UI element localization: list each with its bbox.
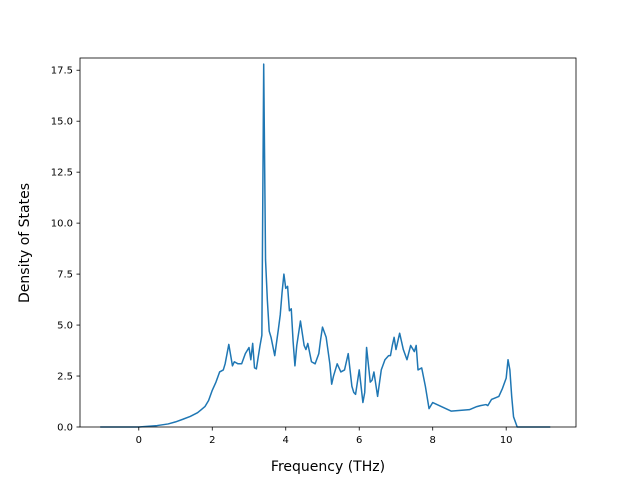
- x-tick-label: 2: [209, 435, 215, 446]
- y-tick-label: 5.0: [57, 321, 73, 332]
- y-axis-label: Density of States: [17, 183, 33, 303]
- y-tick-label: 7.5: [57, 270, 73, 281]
- x-axis-label: Frequency (THz): [271, 459, 385, 475]
- y-tick-label: 12.5: [51, 168, 73, 179]
- x-tick-label: 6: [356, 435, 362, 446]
- x-tick-label: 4: [283, 435, 289, 446]
- dos-series-line: [100, 63, 551, 428]
- plot-area: [100, 63, 551, 428]
- y-tick-label: 10.0: [51, 219, 73, 230]
- y-tick-label: 17.5: [51, 66, 73, 77]
- x-axis-ticks: 0 2 4 6 8 10: [136, 427, 513, 446]
- x-tick-label: 0: [136, 435, 142, 446]
- plot-frame: [79, 57, 577, 428]
- y-axis-ticks: 0.0 2.5 5.0 7.5 10.0 12.5 15.0 17.5: [51, 66, 80, 434]
- y-tick-label: 15.0: [51, 117, 73, 128]
- x-tick-label: 8: [430, 435, 436, 446]
- y-tick-label: 2.5: [57, 372, 73, 383]
- y-tick-label: 0.0: [57, 423, 73, 434]
- x-tick-label: 10: [500, 435, 513, 446]
